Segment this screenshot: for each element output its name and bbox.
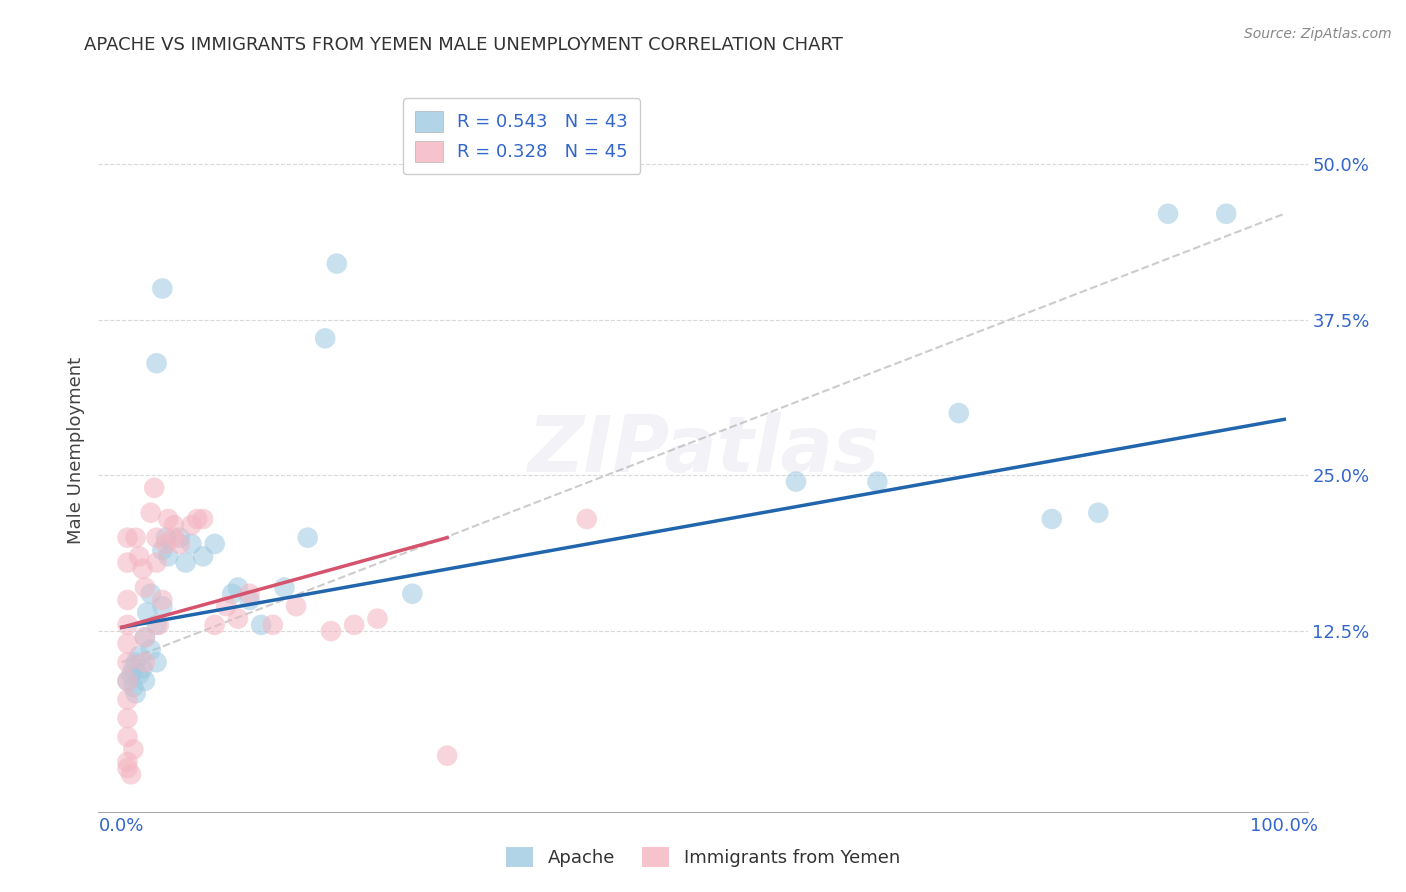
Point [1087, 506, 1109, 520]
Point [366, 612, 388, 626]
Point [120, 767, 142, 781]
Point [239, 593, 262, 607]
Point [866, 475, 889, 489]
Point [1215, 207, 1237, 221]
Point [134, 630, 156, 644]
Point [191, 512, 214, 526]
Point [131, 562, 153, 576]
Point [191, 549, 214, 564]
Legend: R = 0.543   N = 43, R = 0.328   N = 45: R = 0.543 N = 43, R = 0.328 N = 45 [404, 98, 640, 174]
Point [163, 518, 186, 533]
Point [117, 755, 139, 769]
Point [174, 556, 197, 570]
Point [262, 618, 284, 632]
Point [122, 742, 145, 756]
Point [326, 257, 349, 271]
Point [1157, 207, 1180, 221]
Point [157, 549, 180, 564]
Point [128, 549, 150, 564]
Point [128, 667, 150, 681]
Point [148, 618, 170, 632]
Point [117, 673, 139, 688]
Point [117, 761, 139, 775]
Text: APACHE VS IMMIGRANTS FROM YEMEN MALE UNEMPLOYMENT CORRELATION CHART: APACHE VS IMMIGRANTS FROM YEMEN MALE UNE… [84, 36, 844, 54]
Point [117, 655, 139, 669]
Point [145, 531, 167, 545]
Point [575, 512, 598, 526]
Point [314, 331, 336, 345]
Y-axis label: Male Unemployment: Male Unemployment [66, 357, 84, 544]
Point [169, 537, 191, 551]
Point [134, 581, 156, 595]
Point [273, 581, 295, 595]
Point [117, 636, 139, 650]
Point [134, 630, 156, 644]
Point [186, 512, 208, 526]
Text: ZIPatlas: ZIPatlas [527, 412, 879, 489]
Point [139, 506, 162, 520]
Point [157, 512, 180, 526]
Point [117, 593, 139, 607]
Point [401, 587, 423, 601]
Point [134, 673, 156, 688]
Point [343, 618, 366, 632]
Point [297, 531, 319, 545]
Point [239, 587, 262, 601]
Point [155, 537, 177, 551]
Point [134, 655, 156, 669]
Point [250, 618, 273, 632]
Point [124, 686, 146, 700]
Point [150, 281, 173, 295]
Point [136, 606, 159, 620]
Point [131, 661, 153, 675]
Point [150, 593, 173, 607]
Point [117, 673, 139, 688]
Point [169, 531, 191, 545]
Point [180, 518, 202, 533]
Point [145, 655, 167, 669]
Legend: Apache, Immigrants from Yemen: Apache, Immigrants from Yemen [499, 839, 907, 874]
Point [163, 531, 186, 545]
Point [128, 648, 150, 663]
Point [221, 587, 243, 601]
Text: Source: ZipAtlas.com: Source: ZipAtlas.com [1244, 27, 1392, 41]
Point [436, 748, 458, 763]
Point [155, 531, 177, 545]
Point [117, 556, 139, 570]
Point [117, 531, 139, 545]
Point [139, 642, 162, 657]
Point [145, 618, 167, 632]
Point [215, 599, 238, 614]
Point [117, 730, 139, 744]
Point [204, 537, 226, 551]
Point [285, 599, 308, 614]
Point [204, 618, 226, 632]
Point [120, 667, 142, 681]
Point [319, 624, 342, 639]
Point [150, 543, 173, 558]
Point [1040, 512, 1063, 526]
Point [117, 618, 139, 632]
Point [145, 356, 167, 370]
Point [139, 587, 162, 601]
Point [117, 692, 139, 706]
Point [122, 661, 145, 675]
Point [180, 537, 202, 551]
Point [143, 481, 166, 495]
Point [948, 406, 970, 420]
Point [226, 581, 249, 595]
Point [124, 531, 146, 545]
Point [150, 599, 173, 614]
Point [124, 655, 146, 669]
Point [117, 711, 139, 725]
Point [785, 475, 807, 489]
Point [122, 680, 145, 694]
Point [226, 612, 249, 626]
Point [145, 556, 167, 570]
